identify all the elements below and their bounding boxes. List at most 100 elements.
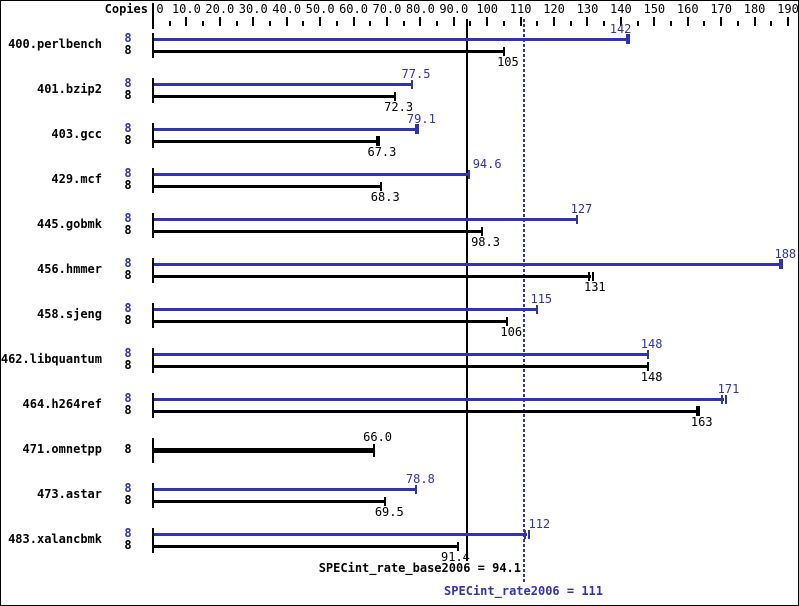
axis-minor-tick: [502, 21, 505, 26]
peak-value-label: 94.6: [472, 157, 502, 171]
bar-end-cap: [725, 395, 728, 404]
bar-end-cap: [380, 182, 383, 191]
copies-value: 8: [124, 88, 132, 102]
benchmark-label: 464.h264ref: [22, 397, 102, 411]
copies-value: 8: [124, 493, 132, 507]
base-value-label: 66.0: [363, 430, 393, 444]
bar-end-cap: [528, 530, 531, 539]
peak-value-label: 115: [530, 292, 553, 306]
base-value-label: 69.5: [374, 505, 404, 519]
axis-minor-tick: [703, 21, 706, 26]
base-value-label: 106: [500, 325, 523, 339]
base-value-label: 105: [497, 55, 519, 69]
peak-bar: [154, 353, 648, 356]
base-value-label: 163: [690, 415, 713, 429]
copies-column-header: Copies: [104, 2, 148, 16]
axis-tick-label: 10.0: [171, 2, 201, 16]
copies-value: 8: [124, 268, 132, 282]
copies-value: 8: [124, 301, 132, 315]
copies-value: 8: [124, 178, 132, 192]
bar-end-cap: [625, 34, 630, 44]
copies-value: 8: [124, 346, 132, 360]
axis-major-tick: [285, 17, 288, 26]
axis-minor-tick: [168, 21, 171, 26]
base-value-label: 148: [640, 370, 663, 384]
axis-minor-tick: [670, 21, 673, 26]
axis-major-tick: [252, 17, 255, 26]
copies-value: 8: [124, 538, 132, 552]
peak-value-label: 79.1: [406, 112, 436, 126]
copies-value: 8: [124, 403, 132, 417]
axis-major-tick: [385, 17, 388, 26]
axis-minor-tick: [636, 21, 639, 26]
axis-tick-label: 70.0: [372, 2, 402, 16]
bar-end-cap: [591, 272, 594, 281]
group-axis-line: [152, 78, 154, 103]
peak-bar: [154, 263, 782, 266]
peak-bar: [154, 173, 470, 176]
group-axis-line: [152, 258, 154, 283]
copies-value: 8: [124, 223, 132, 237]
base-bar: [154, 230, 482, 233]
benchmark-label: 456.hmmer: [36, 262, 102, 276]
benchmark-label: 462.libquantum: [0, 352, 102, 366]
peak-bar: [154, 128, 418, 131]
axis-minor-tick: [469, 21, 472, 26]
reference-line-peak: [522, 19, 525, 584]
base-bar: [154, 545, 459, 548]
axis-tick-label: 190: [777, 2, 799, 16]
base-bar: [154, 365, 648, 368]
copies-value: 8: [124, 76, 132, 90]
bar-end-cap: [393, 92, 396, 101]
base-bar: [154, 50, 504, 53]
base-value-label: 72.3: [384, 100, 414, 114]
benchmark-label: 403.gcc: [51, 127, 102, 141]
copies-value: 8: [124, 313, 132, 327]
peak-bar: [154, 398, 725, 401]
copies-value: 8: [124, 358, 132, 372]
axis-minor-tick: [402, 21, 405, 26]
peak-value-label: 171: [717, 382, 740, 396]
base-bar: [154, 448, 374, 453]
bar-end-cap: [721, 395, 724, 404]
copies-value: 8: [124, 133, 132, 147]
axis-minor-tick: [335, 21, 338, 26]
benchmark-label: 473.astar: [36, 487, 102, 501]
axis-tick-label: 90.0: [439, 2, 469, 16]
axis-minor-tick: [369, 21, 372, 26]
axis-minor-tick: [569, 21, 572, 26]
axis-tick-label: 30.0: [238, 2, 268, 16]
copies-value: 8: [124, 481, 132, 495]
bar-end-cap: [502, 47, 505, 56]
peak-value-label: 148: [640, 337, 663, 351]
axis-major-tick: [786, 17, 789, 26]
group-axis-line: [152, 123, 154, 148]
peak-bar: [154, 83, 412, 86]
group-axis-line: [152, 348, 154, 373]
group-axis-line: [152, 303, 154, 328]
base-value-label: 98.3: [471, 235, 500, 249]
axis-major-tick: [720, 17, 723, 26]
group-axis-line: [152, 483, 154, 508]
copies-value: 8: [124, 442, 132, 456]
copies-value: 8: [124, 31, 132, 45]
copies-value: 8: [124, 121, 132, 135]
peak-summary-label: SPECint_rate2006 = 111: [444, 584, 603, 598]
axis-major-tick: [218, 17, 221, 26]
axis-minor-tick: [268, 21, 271, 26]
base-bar: [154, 275, 591, 278]
axis-tick-label: 50.0: [305, 2, 335, 16]
bar-end-cap: [457, 542, 460, 551]
bar-end-cap: [468, 170, 471, 179]
axis-minor-tick: [436, 21, 439, 26]
axis-major-tick: [486, 17, 489, 26]
bar-end-cap: [411, 80, 413, 89]
base-bar: [154, 140, 378, 143]
peak-value-label: 127: [570, 202, 593, 216]
benchmark-label: 401.bzip2: [36, 82, 102, 96]
base-value-label: 68.3: [370, 190, 400, 204]
base-bar: [154, 500, 386, 503]
axis-minor-tick: [770, 21, 773, 26]
bar-end-cap: [506, 317, 509, 326]
